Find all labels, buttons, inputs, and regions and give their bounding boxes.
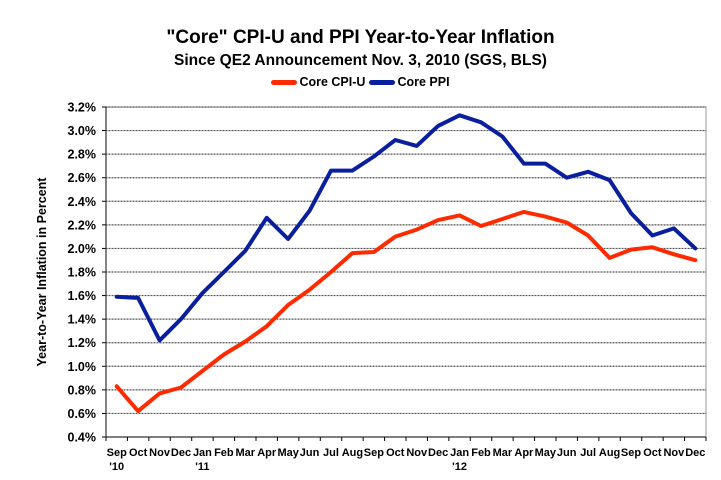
x-tick-label: Nov [406,447,428,459]
chart-title: "Core" CPI-U and PPI Year-to-Year Inflat… [166,27,555,48]
legend: Core CPI-U Core PPI [0,75,721,89]
y-axis-title: Year-to-Year Inflation in Percent [35,177,49,367]
x-tick-label: Sep [364,447,384,459]
x-tick-label: Jun [300,447,320,459]
legend-label-cpi: Core CPI-U [299,75,366,89]
y-tick-label: 3.0% [68,124,97,138]
series-line-core-cpi-u [114,209,698,414]
y-tick-label: 1.0% [68,360,97,374]
y-tick-label: 2.2% [68,218,97,232]
x-tick-label: Feb [214,447,234,459]
y-tick-label: 2.0% [68,242,97,256]
x-tick-label: Nov [149,447,171,459]
y-tick-label: 1.8% [68,266,97,280]
x-tick-label: Apr [257,447,277,459]
x-tick-label: May [277,447,299,459]
y-tick-label: 1.2% [68,336,97,350]
y-tick-label: 1.6% [68,289,97,303]
x-tick-label: Jul [580,447,596,459]
y-tick-label: 0.4% [68,431,97,445]
x-tick-label: Mar [236,447,256,459]
x-tick-label: Nov [663,447,685,459]
x-tick-label: May [535,447,557,459]
x-tick-label: Jan [450,447,469,459]
legend-item-ppi: Core PPI [369,75,450,89]
x-tick-label: Feb [471,447,491,459]
y-tick-label: 1.4% [68,313,97,327]
legend-swatch-cpi [271,79,298,85]
legend-swatch-ppi [369,79,396,85]
legend-item-cpi: Core CPI-U [271,75,365,89]
y-tick-label: 0.8% [68,383,97,397]
x-tick-label: Jun [557,447,577,459]
x-tick-label: Jan [193,447,212,459]
x-year-label: '12 [452,461,467,473]
x-year-label: '10 [109,461,124,473]
y-tick-label: 2.6% [68,171,97,185]
x-year-label: '11 [195,461,209,473]
x-tick-label: Dec [685,447,705,459]
x-tick-label: Sep [621,447,641,459]
x-tick-label: Dec [171,447,191,459]
y-tick-label: 0.6% [68,407,97,421]
x-tick-label: Oct [643,447,662,459]
y-tick-label: 2.4% [68,195,97,209]
legend-label-ppi: Core PPI [397,75,450,89]
x-tick-label: Mar [493,447,513,459]
x-tick-label: Apr [514,447,534,459]
chart-subtitle: Since QE2 Announcement Nov. 3, 2010 (SGS… [174,52,547,69]
x-tick-label: Jul [323,447,339,459]
x-tick-label: Oct [129,447,148,459]
y-tick-label: 3.2% [68,101,97,115]
x-tick-label: Sep [107,447,127,459]
series-line-core-ppi [114,113,698,343]
x-tick-label: Dec [428,447,448,459]
x-tick-label: Aug [342,447,363,459]
y-tick-label: 2.8% [68,148,97,162]
x-tick-label: Aug [599,447,620,459]
x-tick-label: Oct [386,447,405,459]
